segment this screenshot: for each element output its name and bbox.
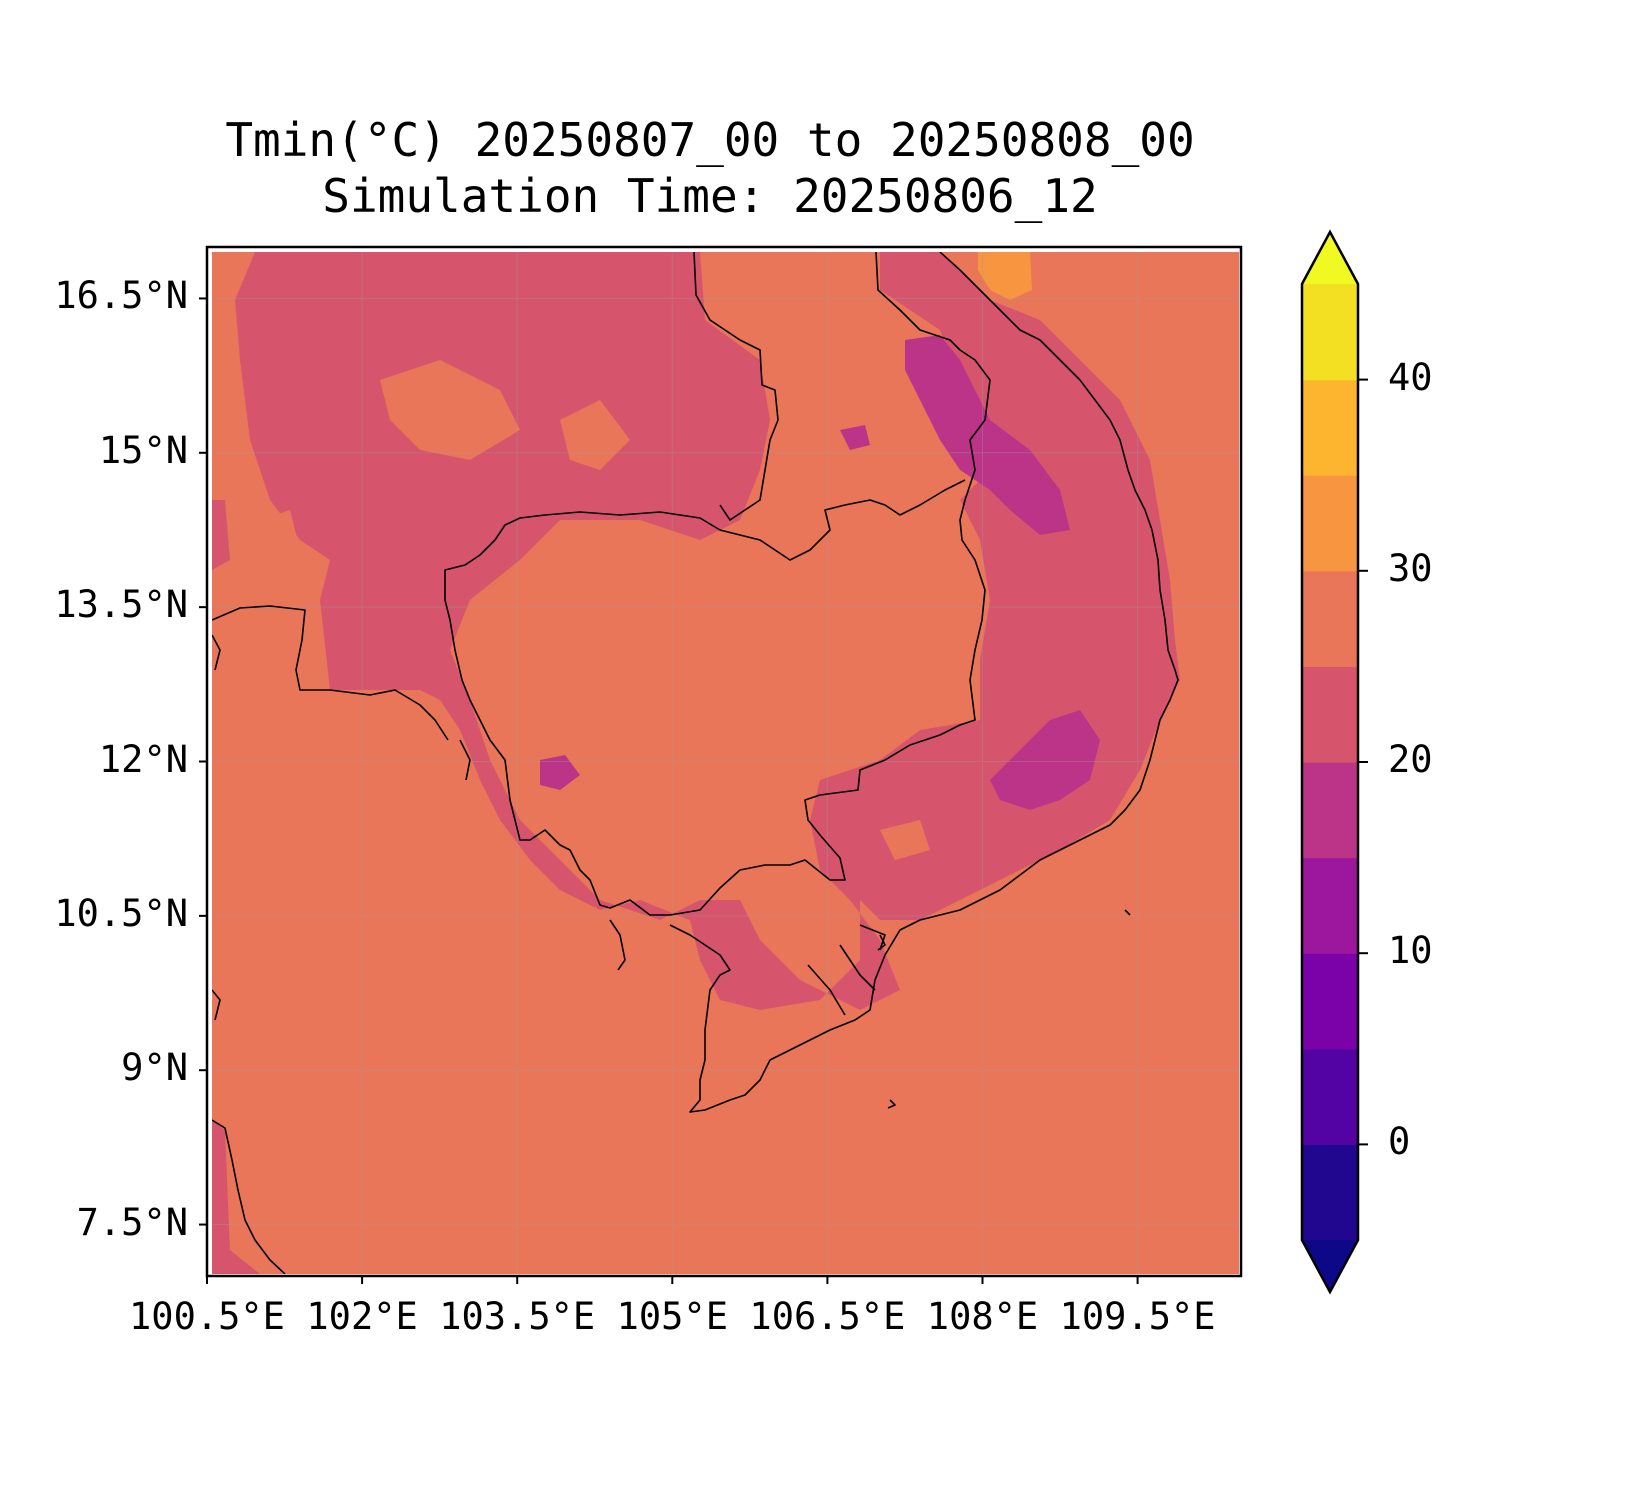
band-15-20 <box>540 335 1100 810</box>
chart-title-line2: Simulation Time: 20250806_12 <box>322 169 1098 223</box>
colorbar-segment <box>1302 953 1358 1050</box>
colorbar-outline <box>1300 229 1360 1295</box>
chart-title-line1: Tmin(°C) 20250807_00 to 20250808_00 <box>225 113 1195 167</box>
colorbar-ticks <box>1358 378 1368 1146</box>
colorbar-over-arrow <box>1302 232 1358 284</box>
colorbar-label: 10 <box>1388 929 1433 973</box>
band-25-30-islands <box>260 350 940 860</box>
coastlines <box>212 252 1179 1274</box>
colorbar-segment <box>1302 762 1358 859</box>
lon-label: 109.5°E <box>1059 1295 1216 1338</box>
band-30-35 <box>978 252 1032 300</box>
lon-label: 102°E <box>306 1295 418 1338</box>
colorbar-under-arrow <box>1302 1240 1358 1292</box>
colorbar-segment <box>1302 284 1358 381</box>
lat-label: 13.5°N <box>54 583 188 627</box>
map-ticks <box>199 297 1139 1284</box>
colorbar-label: 0 <box>1388 1120 1411 1164</box>
lon-label: 100.5°E <box>129 1295 285 1338</box>
colorbar-segment <box>1302 1144 1358 1241</box>
colorbar-label: 40 <box>1388 355 1433 399</box>
temperature-field <box>212 252 1239 1274</box>
colorbar-segment <box>1302 570 1358 667</box>
colorbar-segment <box>1302 1048 1358 1145</box>
colorbar-label: 20 <box>1388 738 1433 781</box>
lat-label: 10.5°N <box>54 891 188 935</box>
colorbar-segment <box>1302 857 1358 954</box>
lat-label: 7.5°N <box>76 1200 188 1244</box>
lon-label: 103.5°E <box>439 1295 596 1338</box>
lat-label: 16.5°N <box>54 274 188 318</box>
lon-label: 106.5°E <box>749 1295 906 1338</box>
colorbar-segment <box>1302 379 1358 476</box>
gridlines <box>212 252 1239 1274</box>
colorbar-segment <box>1302 475 1358 572</box>
colorbar <box>1300 229 1360 1295</box>
lat-label: 15°N <box>98 428 188 472</box>
lat-label: 12°N <box>98 737 188 781</box>
colorbar-label: 30 <box>1388 546 1433 590</box>
colorbar-segment <box>1302 666 1358 763</box>
lat-label: 9°N <box>121 1046 188 1090</box>
lon-label: 108°E <box>926 1295 1039 1338</box>
lon-label: 105°E <box>616 1295 728 1338</box>
